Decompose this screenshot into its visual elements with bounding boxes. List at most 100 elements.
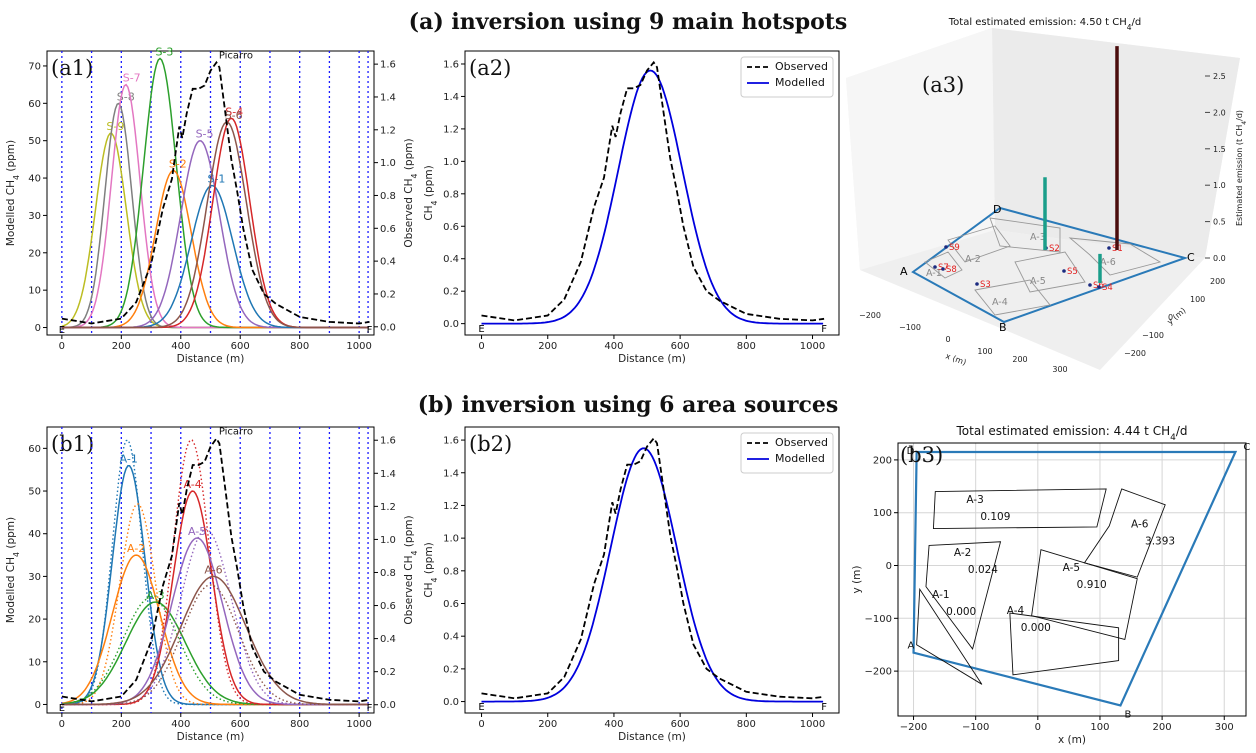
a3-x-tick-label: 0 <box>945 335 950 344</box>
modelled-line <box>481 69 824 325</box>
x-tick-label: 800 <box>290 719 309 730</box>
x-tick-label: 300 <box>1215 722 1234 733</box>
pane-left <box>846 28 995 270</box>
a3-z-tick-label: 1.0 <box>1213 181 1226 190</box>
series-label-A-4: A-4 <box>184 478 202 491</box>
area-value-A-6: 3.393 <box>1145 535 1175 547</box>
y-tick-label: 70 <box>28 61 41 72</box>
y-tick-label: 1.4 <box>443 92 459 103</box>
series-label-S-3: S-3 <box>155 45 173 58</box>
corner-D: D <box>907 446 915 457</box>
x-tick-label: 200 <box>112 719 131 730</box>
endpoint-f: F <box>821 702 827 713</box>
y2-axis-label: Observed CH4 (ppm) <box>403 138 419 247</box>
legend-entry: Observed <box>775 436 828 449</box>
y2-axis-label: Observed CH4 (ppm) <box>403 515 419 624</box>
x-tick-label: 1000 <box>800 341 825 352</box>
y-tick-label: 200 <box>873 455 892 466</box>
y2-tick-label: 1.4 <box>380 92 396 103</box>
legend: Observed Modelled <box>740 56 834 98</box>
series-label-S-6: S-6 <box>225 109 243 122</box>
y2-tick-label: 0.8 <box>380 568 396 579</box>
area-label-A-2: A-2 <box>954 547 971 559</box>
series-dotted-A-5 <box>61 528 369 706</box>
series-label-S-7: S-7 <box>123 72 141 85</box>
a3-z-tick-label: 0.5 <box>1213 218 1226 227</box>
series-label-S-5: S-5 <box>196 128 214 141</box>
a3-title: Total estimated emission: 4.50 t CH4/d <box>948 17 1142 32</box>
a3-area-polygon-A-5 <box>1014 251 1086 293</box>
x-tick-label: 200 <box>538 719 557 730</box>
x-axis-label: Distance (m) <box>618 353 686 365</box>
y-tick-label: 1.0 <box>443 534 459 545</box>
legend-entry: Modelled <box>775 452 825 465</box>
a3-z-tick-label: 0.0 <box>1213 254 1226 263</box>
series-dotted-A-4 <box>61 439 369 706</box>
a3-hotspot-label-S8: S8 <box>946 265 957 275</box>
y2-tick-label: 1.2 <box>380 125 396 136</box>
area-polygon-A-1 <box>916 587 983 685</box>
y-tick-label: 40 <box>28 529 41 540</box>
endpoint-f: F <box>821 324 827 335</box>
pane-floor <box>860 230 1205 370</box>
y-tick-label: 100 <box>873 508 892 519</box>
a3-hotspot-dot-S3 <box>975 282 979 286</box>
y-tick-label: 1.4 <box>443 468 459 479</box>
a3-area-polygon-A-3 <box>989 217 1061 253</box>
corner-A: A <box>908 641 915 652</box>
y-tick-label: 0.8 <box>443 189 459 200</box>
a3-hotspot-label-S5: S5 <box>1067 267 1078 277</box>
y-tick-label: 0.4 <box>443 632 459 643</box>
x-tick-label: 200 <box>538 341 557 352</box>
observed-line <box>481 60 825 322</box>
corner-B: B <box>1124 709 1131 720</box>
a3-area-polygon-A-2 <box>947 225 1011 263</box>
a3-x-tick-label: 100 <box>977 347 992 356</box>
y-tick-label: 1.2 <box>443 501 459 512</box>
x-tick-label: 200 <box>1153 722 1172 733</box>
a3-x-tick-label: −100 <box>899 323 921 332</box>
y-tick-label: 0.6 <box>443 599 459 610</box>
area-label-A-4: A-4 <box>1007 605 1025 617</box>
series-line-S-6 <box>61 121 369 329</box>
area-polygon-A-3 <box>932 488 1107 529</box>
a3-x-tick-label: 300 <box>1052 365 1067 374</box>
legend-entry: Modelled <box>775 76 825 89</box>
y-tick-label: 20 <box>28 248 41 259</box>
a3-hotspot-dot-S4 <box>1097 285 1101 289</box>
x-tick-label: 400 <box>171 341 190 352</box>
x-tick-label: 1000 <box>346 341 371 352</box>
series-line-S-1 <box>61 184 369 329</box>
observed-line <box>481 436 825 700</box>
a3-x-axis-label: x (m) <box>944 351 967 367</box>
area-value-A-3: 0.109 <box>980 511 1010 523</box>
y-tick-label: 60 <box>28 99 41 110</box>
series-label-S-2: S-2 <box>169 158 187 171</box>
a3-corner-A: A <box>900 265 908 278</box>
y2-tick-label: 1.6 <box>380 60 396 71</box>
area-value-A-4: 0.000 <box>1021 622 1051 634</box>
area-polygon-A-5 <box>1031 549 1138 640</box>
y2-tick-label: 0.4 <box>380 257 396 268</box>
y-tick-label: 0 <box>886 561 892 572</box>
panel-label-b2: (b2) <box>469 432 512 456</box>
series-label-S-4: S-4 <box>225 105 243 118</box>
y-tick-label: 0.2 <box>443 664 459 675</box>
y-tick-label: 50 <box>28 136 41 147</box>
a3-y-tick-label: −200 <box>1124 349 1146 358</box>
y-tick-label: 1.6 <box>443 59 459 70</box>
y-axis-label: CH4 (ppm) <box>423 542 439 597</box>
y-tick-label: 30 <box>28 572 41 583</box>
y2-tick-label: 0.0 <box>380 322 396 333</box>
y-tick-label: 50 <box>28 487 41 498</box>
modelled-line <box>481 447 824 703</box>
area-label-A-1: A-1 <box>932 589 949 601</box>
y2-tick-label: 0.8 <box>380 191 396 202</box>
panel-label-a3: (a3) <box>922 73 964 97</box>
y2-tick-label: 0.4 <box>380 634 396 645</box>
y-tick-label: 0.4 <box>443 254 459 265</box>
a3-z-tick-label: 2.5 <box>1213 72 1226 81</box>
x-tick-label: 0 <box>478 719 484 730</box>
y2-tick-label: 1.6 <box>380 436 396 447</box>
y2-tick-label: 1.2 <box>380 502 396 513</box>
